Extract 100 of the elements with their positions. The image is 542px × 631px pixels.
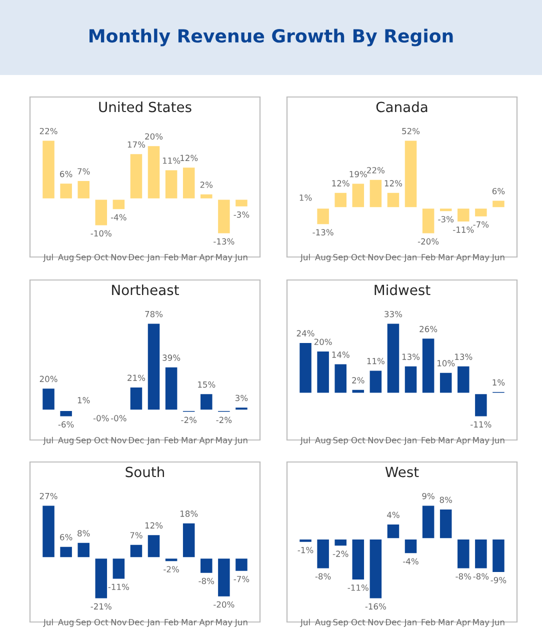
- data-label: -8%: [473, 573, 489, 580]
- data-label: 1%: [78, 397, 90, 404]
- x-tick-label: Nov: [368, 254, 384, 260]
- x-tick-label: Dec: [386, 437, 401, 444]
- bar: [216, 557, 232, 598]
- data-label: -2%: [164, 566, 179, 572]
- bar: [199, 392, 214, 411]
- x-tick-label: Mar: [182, 254, 197, 260]
- bar: [58, 545, 74, 559]
- data-label: 27%: [40, 492, 58, 500]
- x-tick-label: Sep: [333, 437, 348, 445]
- data-label: -2%: [332, 550, 348, 557]
- x-tick-label: Nov: [368, 437, 384, 444]
- bar: [456, 207, 471, 223]
- bar: [456, 365, 471, 394]
- bar: [421, 504, 436, 540]
- bar: [164, 366, 179, 411]
- data-label: 12%: [332, 180, 350, 186]
- data-label: -16%: [365, 603, 386, 610]
- data-label: -2%: [216, 416, 232, 424]
- chart-title: Midwest: [374, 284, 430, 296]
- bar: [474, 538, 488, 570]
- x-tick-label: Jan: [404, 619, 416, 627]
- data-label: 17%: [128, 141, 146, 148]
- bar: [368, 538, 383, 600]
- data-label: 2%: [200, 182, 213, 188]
- data-label: -21%: [90, 603, 112, 610]
- bar: [199, 193, 214, 200]
- x-tick-label: Oct: [94, 619, 108, 626]
- bar: [94, 198, 108, 227]
- bar: [404, 538, 418, 555]
- x-tick-label: May: [473, 619, 490, 627]
- x-tick-label: Oct: [351, 437, 366, 444]
- data-label: 8%: [78, 530, 90, 536]
- x-tick-label: Nov: [111, 619, 127, 626]
- bar: [182, 166, 196, 200]
- bar: [421, 337, 436, 394]
- x-tick-label: Aug: [314, 254, 330, 262]
- data-label: 6%: [492, 188, 505, 194]
- data-label: 7%: [78, 168, 90, 175]
- x-tick-label: Sep: [333, 254, 348, 262]
- data-label: -13%: [312, 229, 334, 236]
- data-label: -8%: [456, 573, 472, 580]
- x-tick-label: Jun: [492, 619, 504, 627]
- data-label: 6%: [60, 170, 72, 178]
- x-tick-label: Sep: [76, 619, 92, 627]
- bar: [164, 168, 179, 200]
- x-tick-label: Nov: [368, 619, 384, 626]
- data-label: 9%: [422, 492, 434, 500]
- bar: [386, 523, 400, 540]
- x-tick-label: Jun: [492, 254, 504, 262]
- x-tick-label: Jan: [404, 437, 416, 445]
- x-tick-label: Sep: [76, 437, 92, 445]
- bar: [128, 152, 144, 200]
- x-tick-label: Oct: [351, 619, 366, 626]
- x-tick-label: Apr: [199, 619, 214, 627]
- chart-title: Canada: [376, 101, 428, 112]
- data-label: -20%: [418, 238, 439, 245]
- x-tick-label: Feb: [164, 618, 178, 626]
- data-label: 14%: [332, 352, 350, 358]
- bar: [234, 406, 249, 411]
- x-tick-label: Aug: [58, 619, 74, 627]
- data-label: 12%: [145, 522, 163, 529]
- bar: [368, 178, 383, 209]
- bar: [491, 538, 506, 574]
- data-label: -7%: [473, 221, 489, 228]
- bar: [386, 192, 400, 209]
- x-tick-label: May: [473, 437, 490, 445]
- data-label: 26%: [420, 326, 438, 332]
- bar: [182, 410, 196, 414]
- bar: [421, 207, 436, 235]
- bar: [58, 182, 74, 200]
- bar: [316, 350, 330, 394]
- x-tick-label: Jan: [146, 437, 160, 445]
- data-label: 20%: [314, 338, 332, 346]
- bar: [333, 538, 348, 548]
- x-tick-label: Aug: [58, 437, 74, 445]
- data-label: -3%: [438, 216, 454, 222]
- x-tick-label: Mar: [438, 254, 454, 260]
- data-label: 21%: [128, 374, 146, 381]
- bar: [94, 557, 108, 600]
- bar: [182, 522, 196, 559]
- data-label: 1%: [300, 194, 312, 201]
- data-label: -8%: [198, 578, 214, 584]
- data-label: -8%: [315, 573, 331, 580]
- bar: [404, 365, 418, 394]
- x-tick-label: Apr: [456, 619, 471, 627]
- bar: [76, 542, 91, 559]
- bar: [491, 199, 506, 209]
- x-tick-label: Jul: [43, 254, 53, 262]
- data-label: 4%: [387, 512, 400, 518]
- x-tick-label: Jul: [43, 436, 53, 445]
- x-tick-label: Mar: [438, 619, 454, 626]
- data-label: 1%: [492, 379, 505, 386]
- bar: [474, 207, 488, 218]
- x-tick-label: Dec: [128, 619, 144, 626]
- data-label: -13%: [214, 238, 234, 245]
- data-label: 7%: [130, 532, 142, 538]
- bar: [456, 538, 471, 570]
- x-tick-label: Jul: [300, 254, 310, 262]
